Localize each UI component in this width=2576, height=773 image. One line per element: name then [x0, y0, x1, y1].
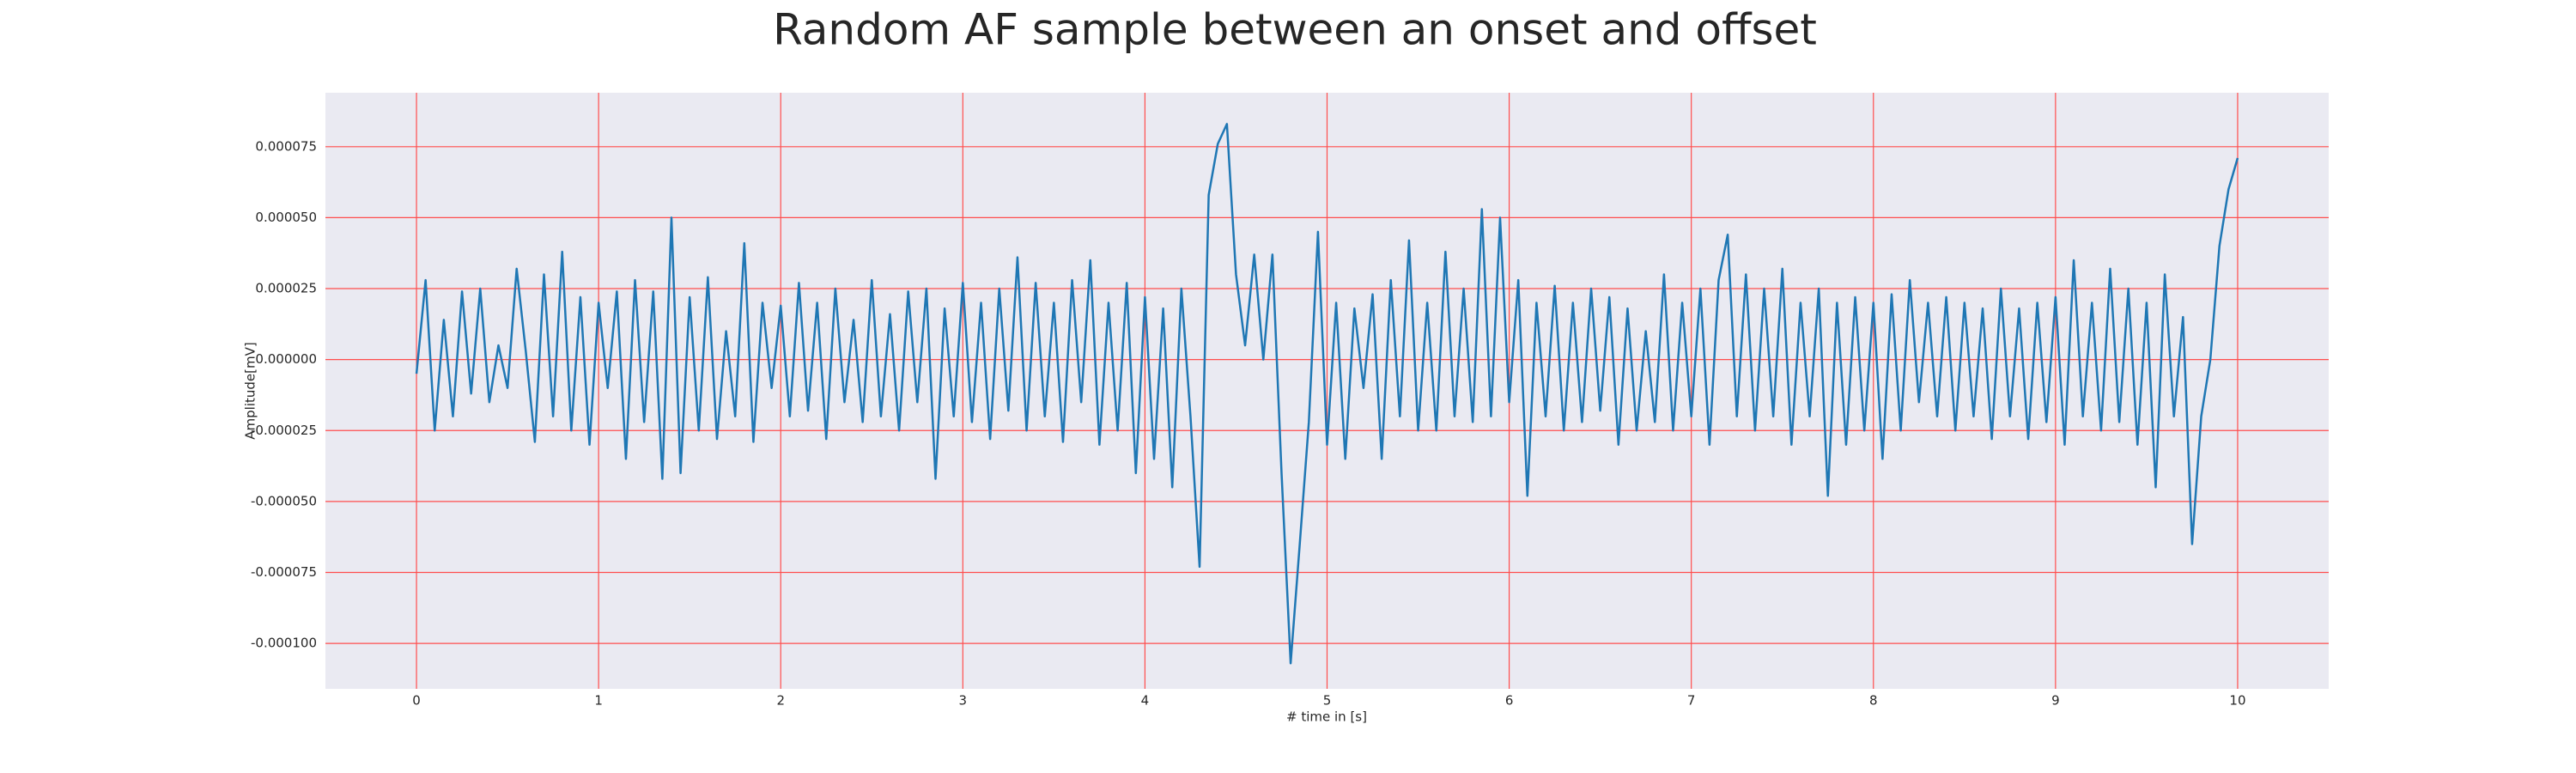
x-axis-label: # time in [s]	[1286, 709, 1367, 725]
y-tick-label: 0.000075	[255, 138, 317, 154]
x-tick-label: 2	[776, 693, 785, 709]
y-tick-label: -0.000025	[251, 423, 317, 438]
y-tick-label: 0.000050	[255, 210, 317, 225]
data-line	[415, 123, 2239, 665]
y-tick-label: 0.000025	[255, 281, 317, 296]
x-tick-label: 9	[2051, 693, 2060, 709]
x-tick-label: 3	[959, 693, 968, 709]
y-tick-label: -0.000050	[251, 493, 317, 508]
x-tick-label: 1	[594, 693, 603, 709]
y-axis-label: Amplitude[mV]	[243, 342, 258, 439]
x-tick-label: 0	[412, 693, 421, 709]
x-tick-label: 4	[1141, 693, 1150, 709]
x-tick-label: 8	[1869, 693, 1878, 709]
x-tick-label: 10	[2229, 693, 2245, 709]
x-tick-label: 6	[1505, 693, 1514, 709]
x-tick-label: 5	[1323, 693, 1332, 709]
x-tick-label: 7	[1687, 693, 1696, 709]
y-tick-label: 0.000000	[255, 351, 317, 367]
y-tick-label: -0.000100	[251, 636, 317, 651]
y-tick-label: -0.000075	[251, 564, 317, 580]
chart-title: Random AF sample between an onset and of…	[773, 5, 1817, 55]
